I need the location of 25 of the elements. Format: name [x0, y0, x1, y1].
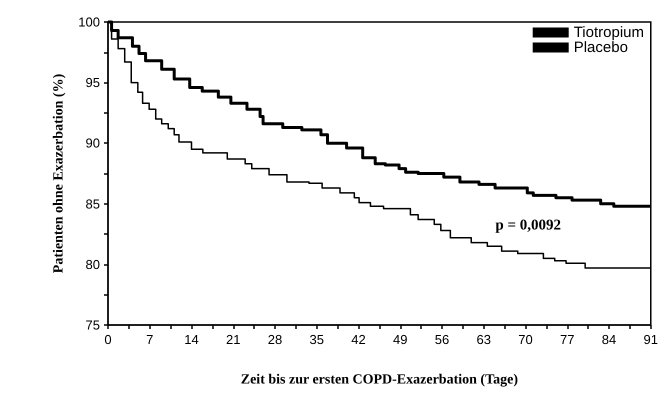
legend-label: Tiotropium: [574, 24, 644, 41]
y-tick-label: 75: [86, 318, 100, 332]
x-tick-label: 21: [226, 332, 240, 347]
x-tick-label: 28: [268, 332, 282, 347]
x-tick-label: 56: [434, 332, 450, 347]
x-tick-label: 35: [310, 332, 324, 347]
y-tick-label: 90: [86, 136, 100, 151]
x-axis-title: Zeit bis zur ersten COPD-Exazerbation (Tage): [240, 372, 518, 388]
legend-label: Placebo: [574, 39, 628, 56]
x-tick-label: 14: [184, 332, 199, 347]
x-tick-label: 91: [644, 332, 658, 347]
y-tick-label: 95: [86, 75, 100, 90]
x-tick-label: 49: [393, 332, 408, 347]
x-tick-label: 0: [104, 332, 112, 347]
x-tick-label: 84: [602, 332, 616, 347]
x-tick-label: 63: [476, 332, 491, 347]
x-tick-label: 70: [518, 332, 533, 347]
y-axis-title: Patienten ohne Exazerbation (%): [52, 73, 66, 274]
y-tick-label: 100: [78, 14, 100, 30]
x-tick-label: 77: [560, 332, 574, 347]
x-tick-label: 42: [351, 332, 366, 347]
y-tick-label: 80: [86, 256, 100, 272]
x-tick-label: 7: [146, 332, 154, 347]
y-tick-label: 85: [86, 196, 100, 212]
annotation: p = 0,0092: [495, 218, 561, 234]
